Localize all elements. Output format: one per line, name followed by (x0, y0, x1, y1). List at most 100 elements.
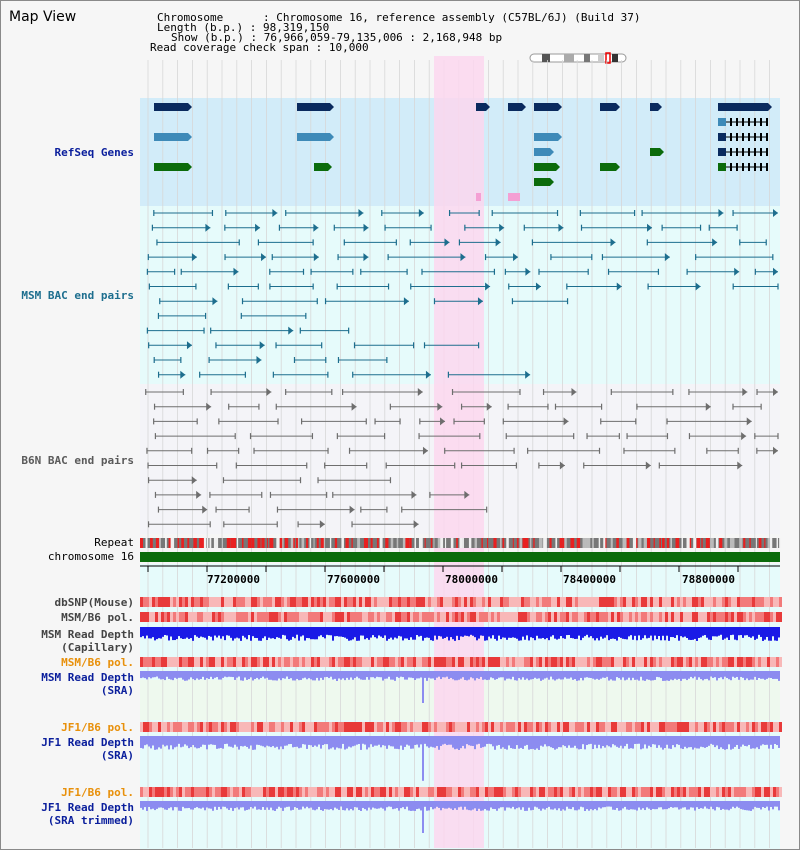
msm-depth-sra-bar (530, 671, 532, 680)
jf1-depth-sra-bar (672, 736, 674, 746)
jf1-depth-trim-bar (510, 801, 512, 809)
jf1-depth-sra-bar (302, 736, 304, 745)
jf1-depth-trim-bar (602, 801, 604, 808)
repeat-segment (334, 538, 338, 548)
jf1-depth-trim-bar (728, 801, 730, 811)
msm-bac-track[interactable] (146, 209, 779, 379)
msm-depth-sra-bar (298, 671, 300, 681)
jf1-depth-trim-bar (664, 801, 666, 810)
jf1-b6-pol-strip (287, 787, 290, 797)
dbsnp-strip (314, 597, 317, 607)
jf1-depth-trim-bar (762, 801, 764, 808)
msm-depth-capillary-bar (502, 627, 504, 638)
refseq-genes-track[interactable] (154, 103, 772, 201)
jf1-depth-sra-bar (390, 736, 392, 747)
msm-b6-pol-strip (200, 657, 203, 667)
msm-b6-pol-strip (284, 612, 287, 622)
msm-depth-sra-bar (588, 671, 590, 678)
dbsnp-strip (281, 597, 284, 607)
msm-bac-pair-end (773, 267, 778, 276)
jf1-depth-sra-bar (380, 736, 382, 748)
jf1-b6-pol-strip (644, 787, 647, 797)
jf1-depth-trim-bar (180, 801, 182, 811)
jf1-depth-sra-bar (598, 736, 600, 745)
chromosome-ideogram[interactable] (528, 52, 630, 64)
msm-depth-sra-bar (650, 671, 652, 681)
jf1-depth-trim-bar (158, 801, 160, 808)
msm-b6-pol-strip (293, 612, 296, 622)
msm-depth-capillary-bar (600, 627, 602, 637)
msm-b6-pol-strip (473, 612, 476, 622)
jf1-depth-sra-bar (770, 736, 772, 745)
msm-depth-sra-bar (386, 671, 388, 679)
msm-b6-pol-strip (617, 612, 620, 622)
b6n-bac-track[interactable] (145, 388, 779, 529)
msm-b6-pol-strip (758, 612, 761, 622)
dbsnp-strip (332, 597, 335, 607)
jf1-depth-sra-bar (348, 736, 350, 747)
jf1-depth-sra-bar (176, 736, 178, 747)
jf1-depth-trim-bar (294, 801, 296, 808)
jf1-b6-pol-strip (284, 787, 287, 797)
jf1-depth-sra-bar (668, 736, 670, 749)
msm-b6-pol-strip (749, 612, 752, 622)
b6n-bac-pair-end (440, 417, 446, 426)
jf1-depth-trim-bar (508, 801, 510, 808)
jf1-depth-sra-bar (540, 736, 542, 746)
jf1-depth-trim-bar (600, 801, 602, 809)
msm-depth-capillary-bar (508, 627, 510, 638)
repeat-segment (168, 538, 173, 548)
msm-b6-pol-strip (701, 657, 704, 667)
jf1-b6-pol-strip (467, 787, 470, 797)
msm-depth-sra-bar (754, 671, 756, 677)
jf1-depth-sra-bar (514, 736, 516, 749)
jf1-b6-pol-strip (326, 722, 329, 732)
jf1-depth-trim-bar (314, 801, 316, 811)
refseq-gene-arrow (328, 163, 332, 171)
jf1-b6-pol-strip (617, 722, 620, 732)
dbsnp-strip (182, 597, 185, 607)
repeat-track (140, 538, 781, 548)
dbsnp-strip (659, 597, 662, 607)
dbsnp-strip (707, 597, 710, 607)
jf1-b6-pol-strip (359, 787, 362, 797)
dbsnp-strip (329, 597, 332, 607)
msm-depth-capillary-bar (624, 627, 626, 640)
jf1-b6-pol-strip (227, 787, 230, 797)
msm-b6-pol-strip (248, 657, 251, 667)
jf1-depth-trim-bar (250, 801, 252, 808)
msm-depth-capillary-bar (436, 627, 438, 640)
jf1-depth-sra-bar (250, 736, 252, 746)
repeat-segment (659, 538, 661, 548)
msm-depth-sra-bar (336, 671, 338, 681)
msm-depth-sra-bar (290, 671, 292, 679)
refseq-exon (730, 118, 732, 126)
jf1-depth-sra-bar (592, 736, 594, 750)
msm-depth-capillary-bar (446, 627, 448, 637)
msm-b6-pol-strip (731, 612, 734, 622)
jf1-depth-trim-bar (394, 801, 396, 809)
msm-b6-pol-strip (677, 657, 680, 667)
msm-depth-capillary-bar (156, 627, 158, 640)
msm-depth-capillary-bar (298, 627, 300, 641)
jf1-depth-sra-bar (196, 736, 198, 749)
msm-b6-pol-strip (248, 612, 251, 622)
jf1-depth-trim-bar (598, 801, 600, 808)
jf1-b6-pol-strip (632, 787, 635, 797)
msm-depth-sra-bar (340, 671, 342, 680)
msm-b6-pol-strip (155, 612, 158, 622)
msm-b6-pol-strip (620, 657, 623, 667)
b6n-bac-pair-end (266, 388, 272, 396)
jf1-b6-pol-strip (644, 722, 647, 732)
msm-b6-pol-strip (557, 657, 560, 667)
msm-depth-sra-bar (146, 671, 148, 680)
repeat-segment (363, 538, 368, 548)
jf1-b6-pol-strip (239, 722, 242, 732)
refseq-exon (736, 118, 738, 126)
jf1-depth-trim-bar (424, 801, 426, 807)
msm-b6-pol-strip (500, 657, 503, 667)
jf1-depth-trim-bar (474, 801, 476, 809)
jf1-depth-trim-bar (678, 801, 680, 810)
repeat-segment (323, 538, 326, 548)
